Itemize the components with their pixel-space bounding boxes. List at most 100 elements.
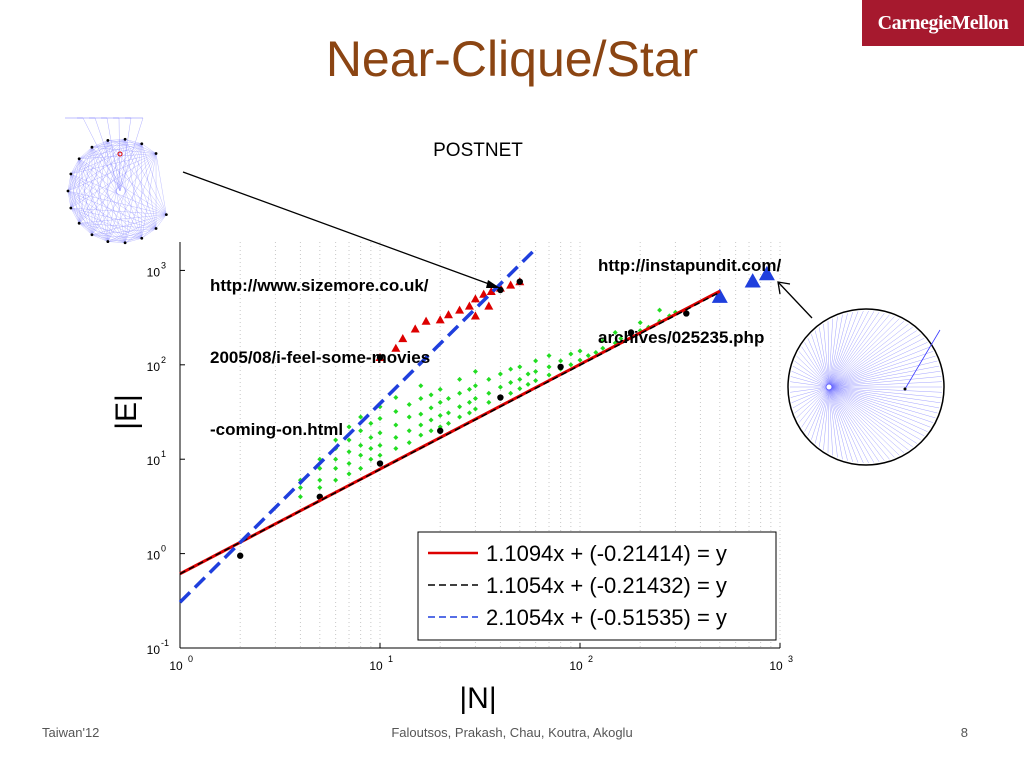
data-point-green	[486, 390, 492, 396]
star-edge	[814, 386, 830, 444]
star-edge	[904, 329, 941, 390]
data-point-clique	[435, 315, 445, 324]
star-edge	[828, 386, 838, 458]
x-tick-label: 10	[769, 659, 783, 673]
star-edge	[828, 326, 913, 388]
x-tick-exponent: 0	[188, 654, 193, 664]
clique-edge	[78, 139, 126, 224]
data-point-clique	[484, 301, 494, 310]
clique-edge	[118, 117, 121, 192]
data-point-black	[627, 329, 635, 336]
data-point-clique	[464, 301, 474, 310]
data-point-green	[393, 434, 399, 440]
clique-edge	[155, 214, 167, 229]
data-point-star	[711, 288, 728, 303]
star-edge	[828, 355, 936, 388]
data-point-clique	[398, 333, 408, 343]
data-point-green	[525, 371, 531, 377]
star-edge	[801, 346, 830, 388]
clique-arrow	[182, 171, 501, 289]
data-point-green	[377, 415, 383, 421]
data-point-green	[393, 445, 399, 451]
data-point-clique	[391, 343, 401, 352]
data-point-green	[428, 392, 434, 398]
clique-edge	[124, 153, 157, 243]
data-point-green	[377, 452, 383, 458]
clique-edge	[70, 147, 93, 209]
clique-edge	[67, 143, 142, 192]
star-edge	[828, 330, 917, 388]
star-edge	[804, 386, 830, 432]
data-point-green	[546, 364, 552, 370]
clique-edge	[124, 139, 142, 239]
star-edge	[823, 386, 830, 451]
data-point-green	[358, 452, 364, 458]
data-point-green	[393, 422, 399, 428]
data-point-black	[437, 427, 444, 434]
clique-edge	[91, 153, 157, 235]
star-edge	[828, 386, 853, 462]
data-point-green	[457, 376, 463, 382]
data-point-green	[472, 368, 478, 374]
clique-edge	[91, 147, 109, 242]
clique-node	[69, 206, 73, 210]
data-point-green	[437, 386, 443, 392]
clique-edge	[107, 228, 157, 242]
clique-edge	[70, 207, 126, 243]
data-point-green	[457, 390, 463, 396]
star-edge	[828, 310, 869, 388]
page-number: 8	[960, 725, 968, 740]
clique-url-annotation: http://www.sizemore.co.uk/ 2005/08/i-fee…	[210, 226, 430, 466]
data-point-green	[457, 404, 463, 410]
data-point-green	[577, 348, 583, 354]
star-edge	[828, 323, 909, 388]
data-point-green	[472, 406, 478, 412]
clique-edge	[70, 139, 126, 175]
star-edge	[819, 327, 830, 388]
data-point-green	[358, 428, 364, 434]
clique-edge	[107, 153, 157, 242]
star-edge	[828, 386, 934, 423]
clique-node	[90, 145, 94, 149]
clique-edge	[79, 158, 167, 215]
clique-edge	[141, 143, 167, 215]
data-point-green	[486, 376, 492, 382]
data-point-green	[333, 437, 339, 443]
data-point-green	[317, 477, 323, 483]
star-edge	[828, 321, 905, 388]
clique-edge	[67, 190, 93, 235]
star-edge	[828, 386, 890, 460]
x-tick-exponent: 1	[388, 654, 393, 664]
fit-lines	[178, 247, 721, 604]
clique-edge	[78, 140, 109, 224]
data-point-clique	[506, 280, 516, 289]
clique-edge	[141, 153, 157, 239]
data-point-green	[437, 399, 443, 405]
legend-label: 1.1094x + (-0.21414) = y	[486, 541, 727, 566]
legend-label: 1.1054x + (-0.21432) = y	[486, 573, 727, 598]
data-point-green	[297, 494, 303, 500]
y-tick-label: 10	[147, 265, 161, 279]
clique-edge	[67, 158, 80, 192]
y-tick-label: 10	[147, 549, 161, 563]
clique-edge	[70, 153, 157, 209]
star-edge	[828, 314, 843, 388]
clique-edge	[79, 143, 142, 160]
clique-edge	[70, 147, 93, 175]
star-edge	[828, 386, 931, 428]
y-tick-exponent: 0	[161, 544, 166, 554]
data-point-green	[333, 465, 339, 471]
data-point-green	[525, 381, 531, 387]
clique-url-line: http://www.sizemore.co.uk/	[210, 276, 429, 295]
data-point-green	[358, 414, 364, 420]
y-tick-label: 10	[147, 454, 161, 468]
star-edge	[794, 360, 830, 388]
data-point-green	[445, 395, 451, 401]
clique-node	[164, 213, 168, 217]
data-point-green	[358, 442, 364, 448]
y-tick-label: 10	[147, 643, 161, 657]
clique-edge	[107, 214, 167, 242]
data-point-green	[445, 420, 451, 426]
star-edge	[828, 346, 931, 388]
star-arrowhead-icon	[777, 281, 791, 295]
